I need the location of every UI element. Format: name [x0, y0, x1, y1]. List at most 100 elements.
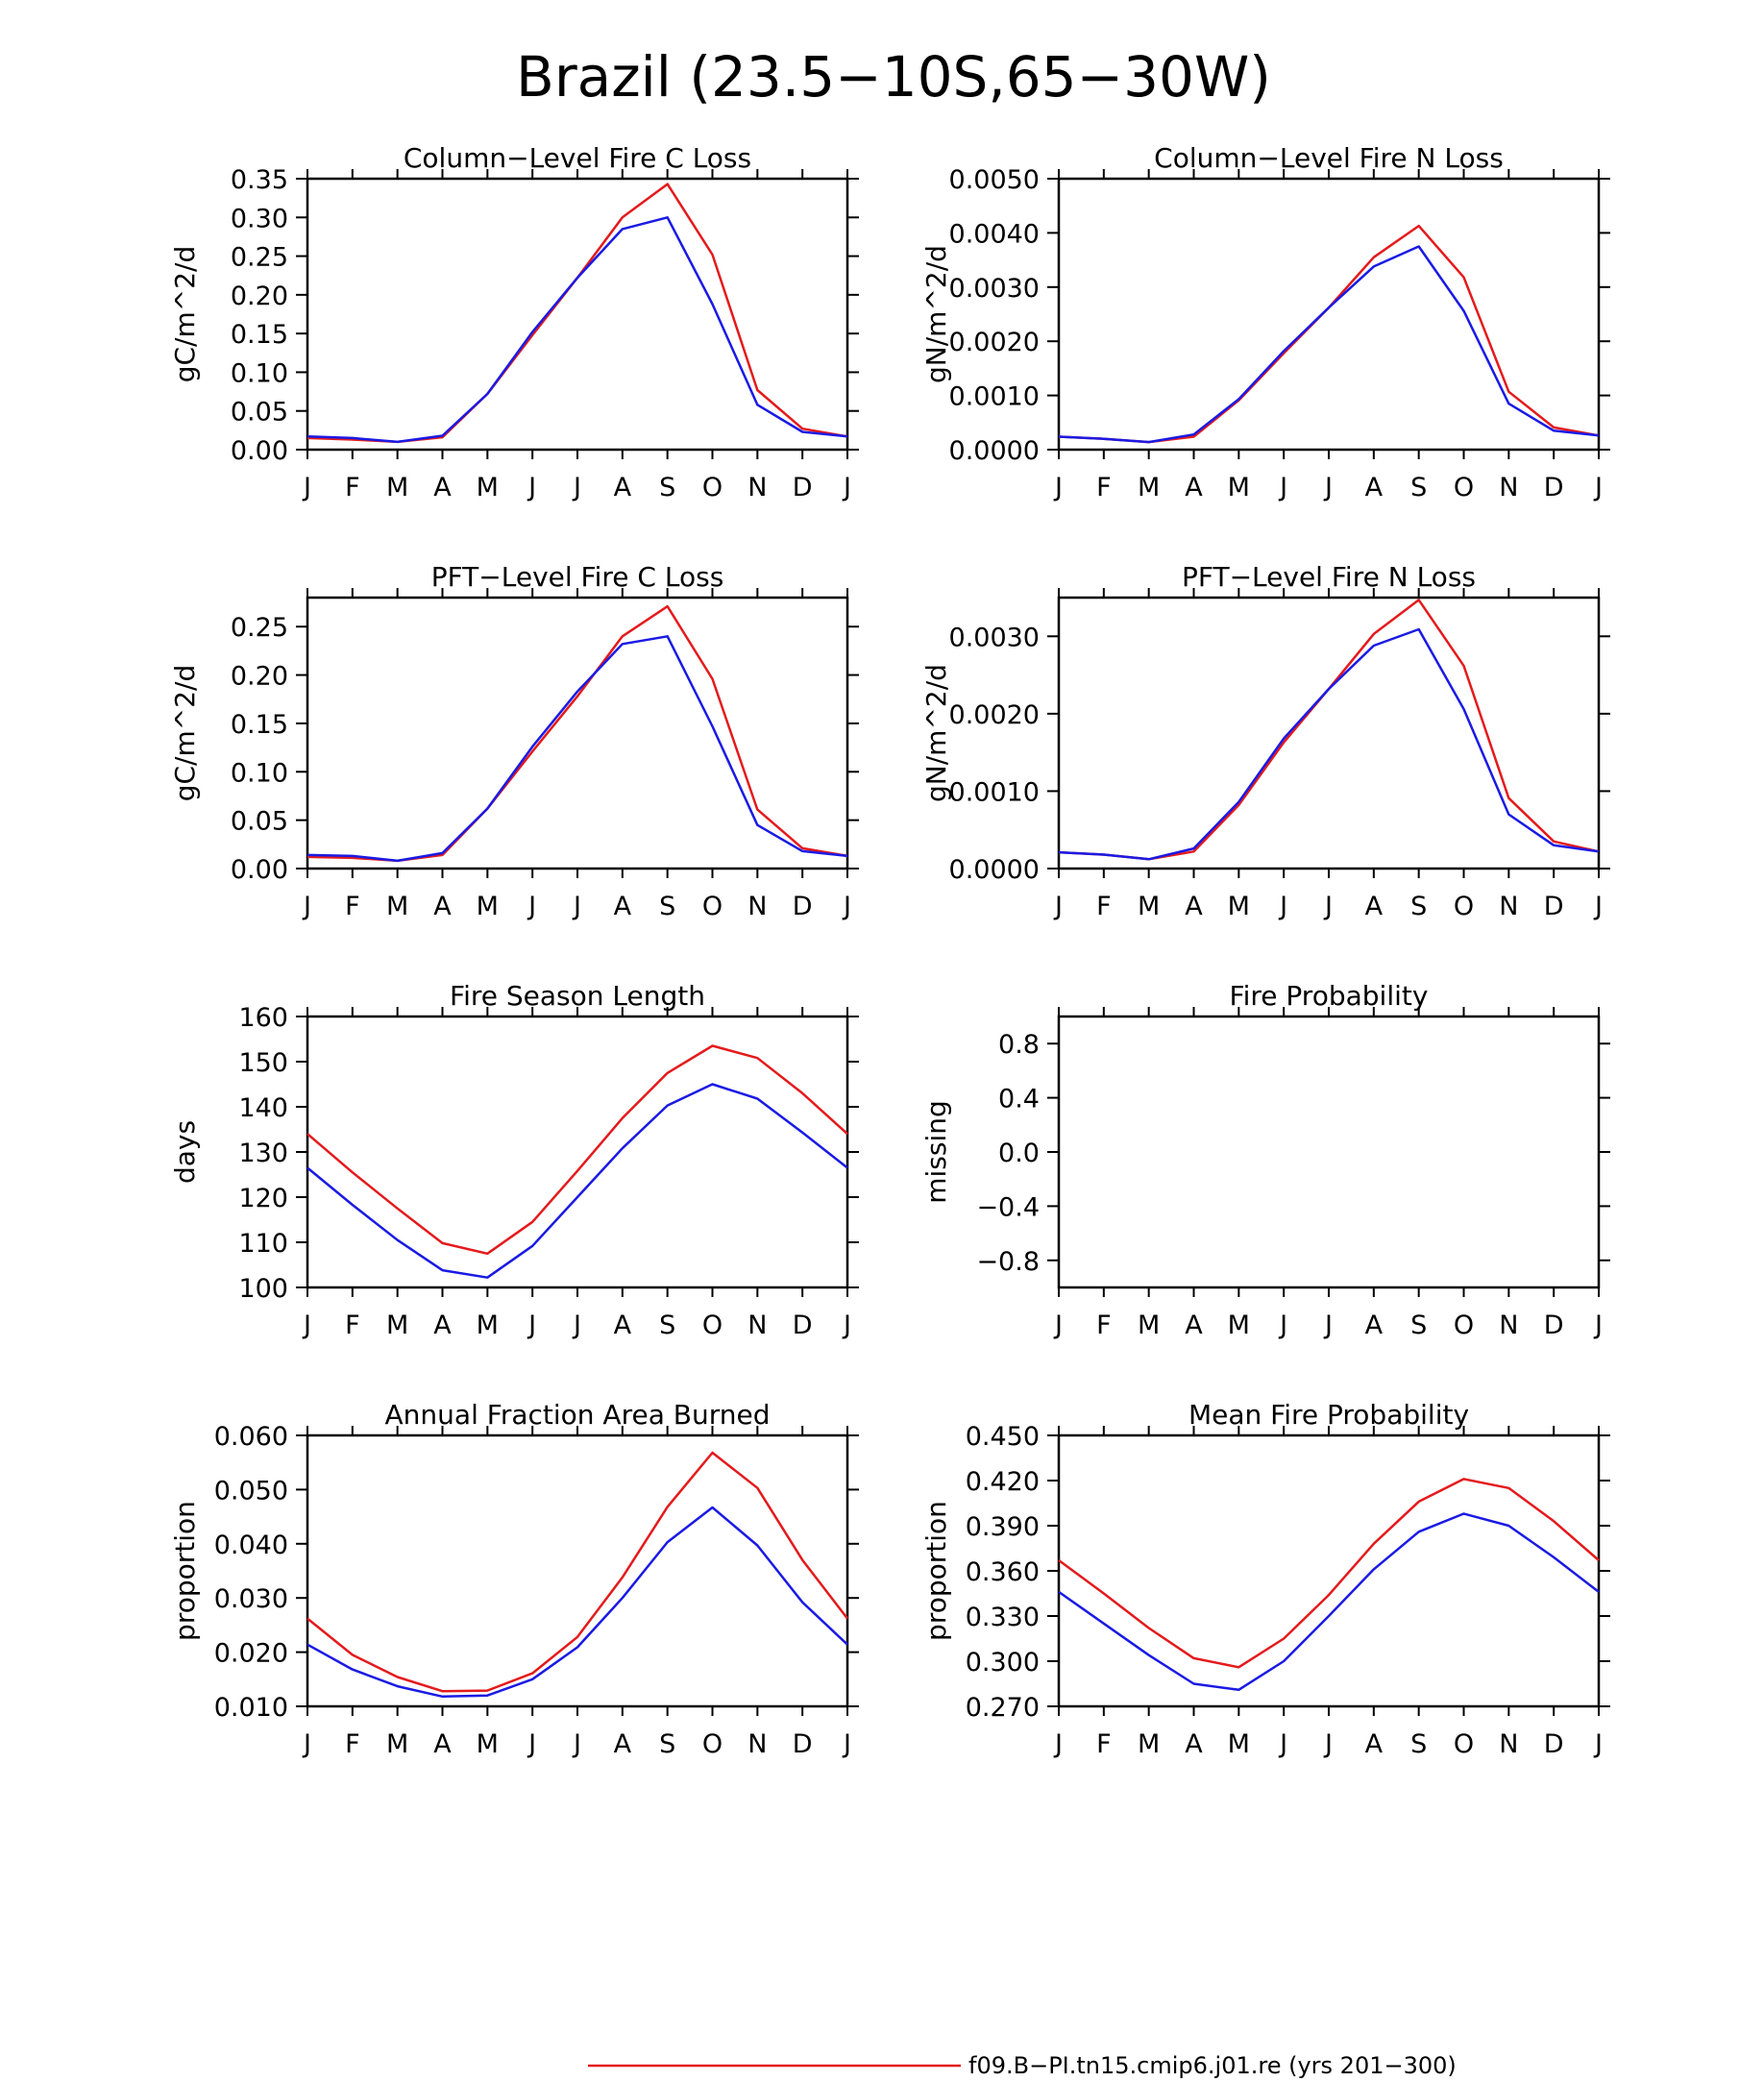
y-tick-label: 0.05 — [231, 398, 288, 428]
x-tick-label: S — [659, 1729, 675, 1759]
series-line-2 — [1058, 245, 1600, 444]
x-tick-label: D — [793, 1729, 813, 1759]
y-tick-label: 0.300 — [966, 1648, 1040, 1678]
y-tick-label: 0.0010 — [949, 777, 1040, 807]
series-line-2 — [1058, 627, 1600, 861]
y-tick-label: 0.20 — [231, 662, 288, 692]
x-tick-label: N — [747, 1729, 767, 1759]
y-tick-label: 0.15 — [231, 710, 288, 740]
x-tick-label: J — [527, 1729, 536, 1759]
x-tick-label: F — [345, 473, 360, 502]
y-tick-label: 0.050 — [214, 1476, 288, 1506]
x-tick-label: M — [386, 892, 408, 921]
x-tick-label: M — [386, 473, 408, 502]
x-tick-label: O — [702, 473, 723, 502]
y-tick-label: 0.8 — [998, 1030, 1040, 1060]
y-tick-label: 0.10 — [231, 358, 288, 388]
panel-title: PFT−Level Fire C Loss — [431, 561, 724, 593]
y-axis-label: gN/m^2/d — [920, 664, 952, 802]
x-tick-label: A — [1185, 892, 1203, 921]
x-tick-label: A — [614, 473, 632, 502]
y-tick-label: −0.4 — [976, 1192, 1040, 1222]
x-tick-label: M — [477, 892, 499, 921]
y-tick-label: 0.0 — [998, 1139, 1040, 1168]
series-line-2 — [306, 635, 848, 863]
x-tick-label: M — [386, 1310, 408, 1340]
x-tick-label: M — [477, 473, 499, 502]
x-tick-label: F — [345, 1729, 360, 1759]
x-tick-label: M — [1228, 1310, 1250, 1340]
x-tick-label: S — [659, 473, 675, 502]
series-line-2 — [306, 216, 848, 444]
x-tick-label: A — [1365, 1729, 1384, 1759]
y-tick-label: 0.040 — [214, 1531, 288, 1560]
x-tick-label: N — [1499, 1310, 1518, 1340]
x-tick-label: F — [1096, 892, 1112, 921]
y-axis-label: proportion — [169, 1501, 201, 1641]
x-tick-label: J — [572, 473, 581, 502]
plot-frame — [1057, 1433, 1601, 1708]
x-tick-label: D — [1544, 473, 1564, 502]
y-tick-label: 0.25 — [231, 613, 288, 643]
y-tick-label: 0.15 — [231, 320, 288, 350]
panel-title: Fire Season Length — [450, 980, 705, 1012]
x-tick-label: F — [1096, 1729, 1112, 1759]
series-line-1 — [306, 1451, 848, 1693]
x-tick-label: J — [1053, 892, 1063, 921]
y-tick-label: 0.0020 — [949, 328, 1040, 357]
x-tick-label: J — [572, 1729, 581, 1759]
x-tick-label: F — [345, 892, 360, 921]
y-tick-label: 100 — [238, 1274, 288, 1304]
x-tick-label: J — [842, 1310, 851, 1340]
x-tick-label: A — [433, 473, 452, 502]
legend-label-case1: f09.B−PI.tn15.cmip6.j01.re (yrs 201−300) — [968, 2052, 1457, 2079]
panel-title: Column−Level Fire C Loss — [404, 142, 751, 174]
x-tick-label: M — [477, 1729, 499, 1759]
y-tick-label: 0.00 — [231, 855, 288, 885]
x-tick-label: J — [527, 892, 536, 921]
y-tick-label: 0.360 — [966, 1557, 1040, 1587]
panel-title: Annual Fraction Area Burned — [385, 1399, 771, 1431]
figure-title: Brazil (23.5−10S,65−30W) — [516, 44, 1271, 110]
x-tick-label: J — [1593, 1310, 1603, 1340]
x-tick-label: J — [1053, 473, 1063, 502]
x-tick-label: N — [1499, 892, 1518, 921]
x-tick-label: J — [302, 1310, 311, 1340]
y-tick-label: 0.390 — [966, 1512, 1040, 1542]
y-tick-label: 150 — [238, 1048, 288, 1078]
x-tick-label: S — [1410, 892, 1427, 921]
x-tick-label: J — [527, 1310, 536, 1340]
y-tick-label: 0.35 — [231, 165, 288, 195]
x-tick-label: A — [1185, 1310, 1203, 1340]
panel-title: Mean Fire Probability — [1188, 1399, 1469, 1431]
y-axis-label: days — [169, 1120, 201, 1184]
x-tick-label: J — [572, 1310, 581, 1340]
x-tick-label: J — [302, 892, 311, 921]
y-tick-label: 0.30 — [231, 204, 288, 233]
y-tick-label: 0.450 — [966, 1422, 1040, 1452]
x-tick-label: N — [1499, 1729, 1518, 1759]
x-tick-label: J — [1593, 1729, 1603, 1759]
x-tick-label: M — [386, 1729, 408, 1759]
x-tick-label: J — [572, 892, 581, 921]
x-tick-label: N — [1499, 473, 1518, 502]
y-tick-label: 0.05 — [231, 807, 288, 837]
x-tick-label: A — [1365, 892, 1384, 921]
y-tick-label: 120 — [238, 1184, 288, 1213]
x-tick-label: N — [747, 1310, 767, 1340]
y-tick-label: 0.330 — [966, 1603, 1040, 1632]
x-tick-label: J — [1593, 892, 1603, 921]
x-tick-label: J — [1278, 1729, 1287, 1759]
x-tick-label: J — [1053, 1310, 1063, 1340]
x-tick-label: J — [1278, 892, 1287, 921]
x-tick-label: A — [433, 1729, 452, 1759]
x-tick-label: A — [1185, 1729, 1203, 1759]
plot-frame — [1057, 596, 1601, 870]
y-tick-label: 0.0030 — [949, 623, 1040, 652]
